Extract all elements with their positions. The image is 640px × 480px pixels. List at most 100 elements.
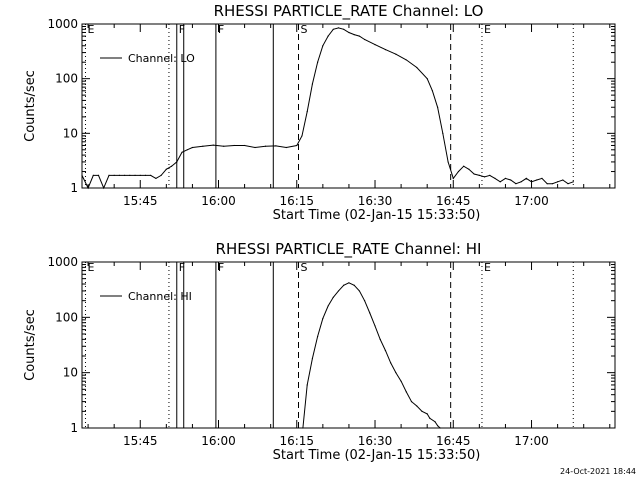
x-tick-label: 16:15	[279, 434, 314, 448]
data-point	[191, 146, 194, 149]
data-point	[457, 170, 460, 173]
data-point	[150, 174, 152, 177]
data-point	[202, 145, 204, 147]
data-point	[332, 28, 334, 30]
chart-title: RHESSI PARTICLE_RATE Channel: HI	[216, 240, 482, 259]
data-point	[113, 174, 115, 177]
data-point	[468, 168, 470, 170]
data-point	[348, 282, 350, 284]
data-point	[348, 31, 350, 34]
data-point	[186, 149, 188, 151]
data-point	[87, 187, 89, 189]
data-point	[421, 410, 423, 412]
data-point	[452, 177, 454, 179]
y-tick-label: 1	[70, 421, 78, 435]
x-tick-label: 17:00	[514, 194, 549, 208]
x-tick-label: 15:45	[123, 194, 158, 208]
data-point	[429, 417, 431, 419]
data-point	[327, 35, 329, 37]
data-point	[160, 174, 162, 177]
data-point	[302, 427, 304, 429]
data-point	[504, 177, 507, 179]
series-line	[302, 282, 441, 429]
data-point	[108, 174, 110, 177]
chart-title: RHESSI PARTICLE_RATE Channel: LO	[214, 2, 484, 21]
event-marker-label: E	[87, 23, 94, 36]
data-point	[124, 174, 126, 177]
data-point	[353, 284, 355, 286]
data-point	[223, 145, 225, 147]
data-point	[489, 174, 491, 177]
x-axis-label: Start Time (02-Jan-15 15:33:50)	[273, 448, 481, 463]
data-point	[426, 413, 428, 415]
data-point	[264, 145, 267, 147]
data-point	[525, 177, 527, 179]
data-point	[400, 380, 402, 382]
y-tick-label: 100	[55, 310, 78, 324]
event-marker-label: E	[484, 261, 491, 274]
data-point	[118, 174, 120, 177]
data-point	[562, 179, 564, 181]
data-point	[322, 317, 324, 320]
data-point	[567, 183, 569, 185]
event-marker-label: E	[484, 23, 491, 36]
data-point	[306, 384, 308, 386]
event-marker-label: E	[87, 261, 94, 274]
data-point	[374, 43, 376, 46]
data-point	[233, 144, 235, 147]
plot-frame	[81, 261, 616, 429]
data-point	[144, 174, 147, 177]
data-point	[410, 400, 413, 403]
data-point	[374, 325, 376, 327]
data-point	[499, 181, 501, 183]
data-point	[243, 144, 246, 147]
y-tick-label: 100	[55, 72, 78, 86]
x-tick-label: 16:15	[279, 194, 314, 208]
legend-entry: Channel: HI	[128, 290, 192, 303]
event-marker-label: F	[218, 23, 224, 36]
x-tick-label: 15:45	[123, 434, 158, 448]
data-point	[322, 45, 324, 47]
data-point	[395, 53, 397, 55]
data-point	[437, 106, 439, 108]
data-point	[434, 421, 436, 423]
data-point	[181, 151, 183, 153]
data-point	[327, 305, 329, 307]
data-point	[311, 357, 314, 360]
data-point	[416, 66, 418, 69]
data-point	[311, 83, 314, 85]
x-tick-label: 16:45	[436, 434, 471, 448]
data-point	[275, 145, 277, 147]
data-point	[317, 335, 319, 338]
legend-entry: Channel: LO	[128, 52, 195, 65]
data-point	[405, 391, 407, 393]
data-point	[176, 161, 178, 163]
data-point	[473, 173, 475, 175]
data-point	[572, 181, 574, 183]
data-point	[546, 183, 548, 185]
data-point	[337, 290, 340, 292]
data-point	[439, 427, 441, 429]
data-point	[520, 181, 522, 183]
data-point	[384, 49, 387, 51]
x-tick-label: 16:00	[201, 434, 236, 448]
event-marker-label: S	[301, 23, 308, 36]
lo-channel-panel: RHESSI PARTICLE_RATE Channel: LO 1 10 100 10…	[23, 2, 616, 223]
data-point	[483, 176, 486, 178]
event-marker-label: S	[301, 261, 308, 274]
data-point	[463, 165, 465, 167]
y-tick-label: 1000	[47, 255, 78, 269]
data-point	[416, 405, 418, 407]
x-axis-label: Start Time (02-Jan-15 15:33:50)	[273, 208, 481, 223]
data-point	[431, 90, 434, 92]
data-point	[395, 372, 397, 374]
data-point	[337, 27, 340, 29]
footer-timestamp: 24-Oct-2021 18:44	[560, 467, 636, 476]
data-point	[405, 59, 407, 61]
data-point	[510, 179, 512, 181]
y-axis-label: Counts/sec	[23, 70, 38, 142]
data-point	[363, 38, 366, 41]
data-point	[494, 177, 496, 179]
data-point	[442, 132, 444, 134]
